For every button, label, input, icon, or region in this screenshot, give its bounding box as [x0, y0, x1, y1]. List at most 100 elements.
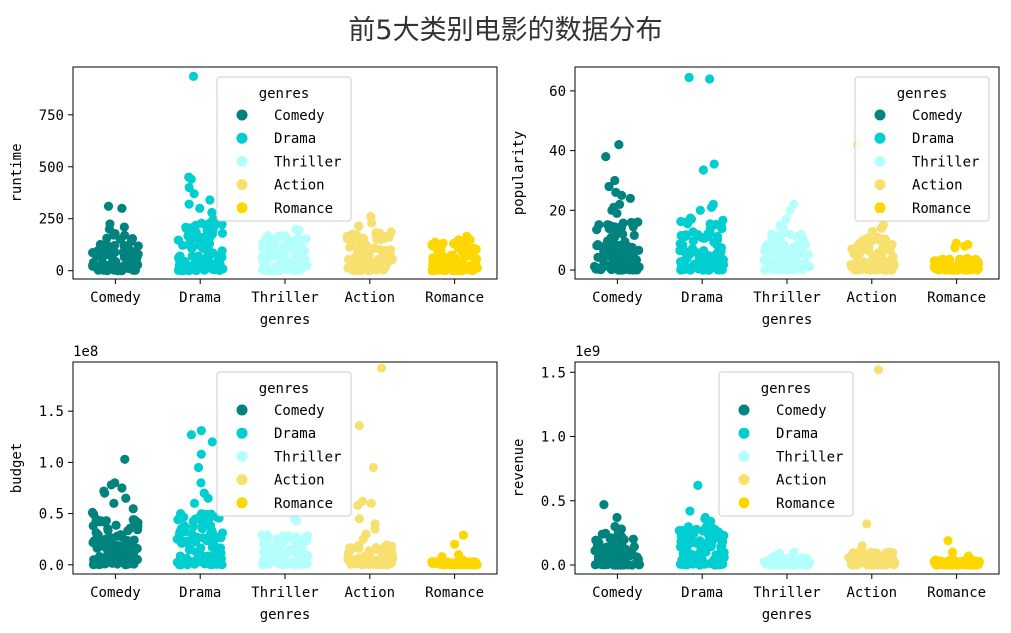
strip-point	[613, 225, 623, 235]
strip-point-outlier	[117, 483, 127, 493]
strip-point	[785, 229, 795, 240]
strip-point	[606, 232, 616, 243]
strip-point-outlier	[616, 190, 627, 200]
strip-point	[298, 549, 308, 559]
x-tick-label: Action	[847, 585, 898, 601]
y-offset-label: 1e9	[575, 344, 600, 360]
series-thriller	[257, 224, 312, 276]
strip-point-outlier	[706, 516, 716, 526]
strip-point	[343, 263, 353, 273]
strip-point	[109, 263, 119, 273]
strip-point-outlier	[614, 140, 624, 150]
legend-title: genres	[761, 381, 812, 397]
legend-marker	[738, 474, 750, 486]
legend-entry-label: Action	[274, 178, 325, 194]
legend-entry-label: Drama	[274, 426, 316, 442]
legend-entry-label: Action	[274, 473, 325, 489]
x-tick-label: Comedy	[592, 585, 643, 601]
strip-point	[929, 256, 940, 266]
strip-point	[632, 265, 642, 275]
series-romance	[929, 535, 985, 570]
strip-point	[132, 525, 143, 535]
strip-point	[373, 254, 383, 264]
strip-point	[697, 555, 707, 565]
strip-point	[203, 551, 213, 561]
strip-point	[629, 542, 639, 552]
strip-point	[127, 233, 138, 244]
strip-point	[446, 250, 456, 260]
strip-point	[718, 215, 728, 225]
strip-point	[216, 533, 226, 543]
strip-point	[716, 247, 726, 257]
strip-point-outlier	[186, 430, 197, 440]
legend-entry-label: Drama	[274, 131, 316, 147]
x-tick-label: Romance	[425, 290, 484, 306]
strip-point	[103, 525, 113, 536]
strip-point-outlier	[856, 544, 866, 555]
strip-point	[302, 557, 312, 567]
strip-point	[342, 233, 352, 244]
legend-title: genres	[259, 381, 310, 397]
series-comedy	[88, 201, 143, 276]
strip-point	[181, 222, 191, 232]
strip-point	[193, 557, 204, 567]
strip-point	[774, 245, 785, 256]
legend-marker	[738, 450, 750, 462]
strip-point-outlier	[625, 193, 635, 203]
x-tick-label: Action	[345, 585, 396, 601]
y-tick-label: 0	[558, 263, 566, 279]
strip-point	[182, 536, 192, 546]
strip-point	[271, 261, 281, 271]
strip-point	[629, 230, 639, 240]
figure-title: 前5大类别电影的数据分布	[348, 15, 663, 46]
strip-point	[277, 538, 288, 548]
strip-point	[796, 229, 806, 240]
strip-point	[866, 236, 876, 247]
series-comedy	[87, 454, 143, 570]
y-tick-label: 1.0	[541, 430, 566, 446]
strip-point-outlier	[862, 519, 872, 529]
legend-marker	[874, 109, 886, 121]
strip-point	[182, 553, 192, 563]
x-axis-label: genres	[762, 312, 813, 328]
x-tick-label: Romance	[425, 585, 484, 601]
strip-point	[99, 263, 109, 273]
series-action	[342, 212, 397, 276]
legend-entry-label: Thriller	[776, 449, 843, 465]
strip-point	[354, 543, 364, 553]
strip-point	[888, 252, 898, 262]
strip-point	[128, 504, 138, 514]
strip-point	[301, 234, 311, 244]
strip-point	[606, 264, 617, 275]
strip-point	[882, 244, 892, 254]
strip-point-outlier	[358, 534, 368, 544]
strip-point	[699, 525, 709, 535]
strip-point	[288, 244, 298, 254]
strip-point	[719, 530, 729, 541]
subplot-revenue: Comedy Drama Thriller Action Romance genres 0.…	[511, 344, 1000, 623]
strip-point-outlier	[368, 462, 378, 473]
strip-point-outlier	[785, 205, 795, 215]
legend-entry-label: Thriller	[274, 449, 341, 465]
strip-point	[102, 233, 112, 243]
strip-point	[715, 549, 725, 559]
legend-marker	[738, 497, 750, 509]
strip-point	[375, 234, 385, 245]
strip-point	[263, 265, 273, 275]
strip-point	[296, 248, 306, 258]
strip-point-outlier	[370, 524, 380, 534]
strip-point	[285, 235, 295, 246]
strip-point	[125, 523, 136, 533]
y-tick-label: 40	[549, 144, 566, 160]
strip-point	[214, 251, 224, 261]
x-tick-label: Romance	[927, 290, 986, 306]
legend-frame	[854, 76, 990, 222]
strip-point	[608, 253, 618, 264]
strip-point-outlier	[709, 159, 719, 169]
strip-point	[680, 555, 690, 565]
strip-point	[694, 253, 704, 263]
strip-point-outlier	[196, 449, 206, 459]
y-axis-label: revenue	[511, 438, 527, 497]
strip-point	[681, 533, 692, 543]
strip-point-outlier	[876, 223, 886, 233]
